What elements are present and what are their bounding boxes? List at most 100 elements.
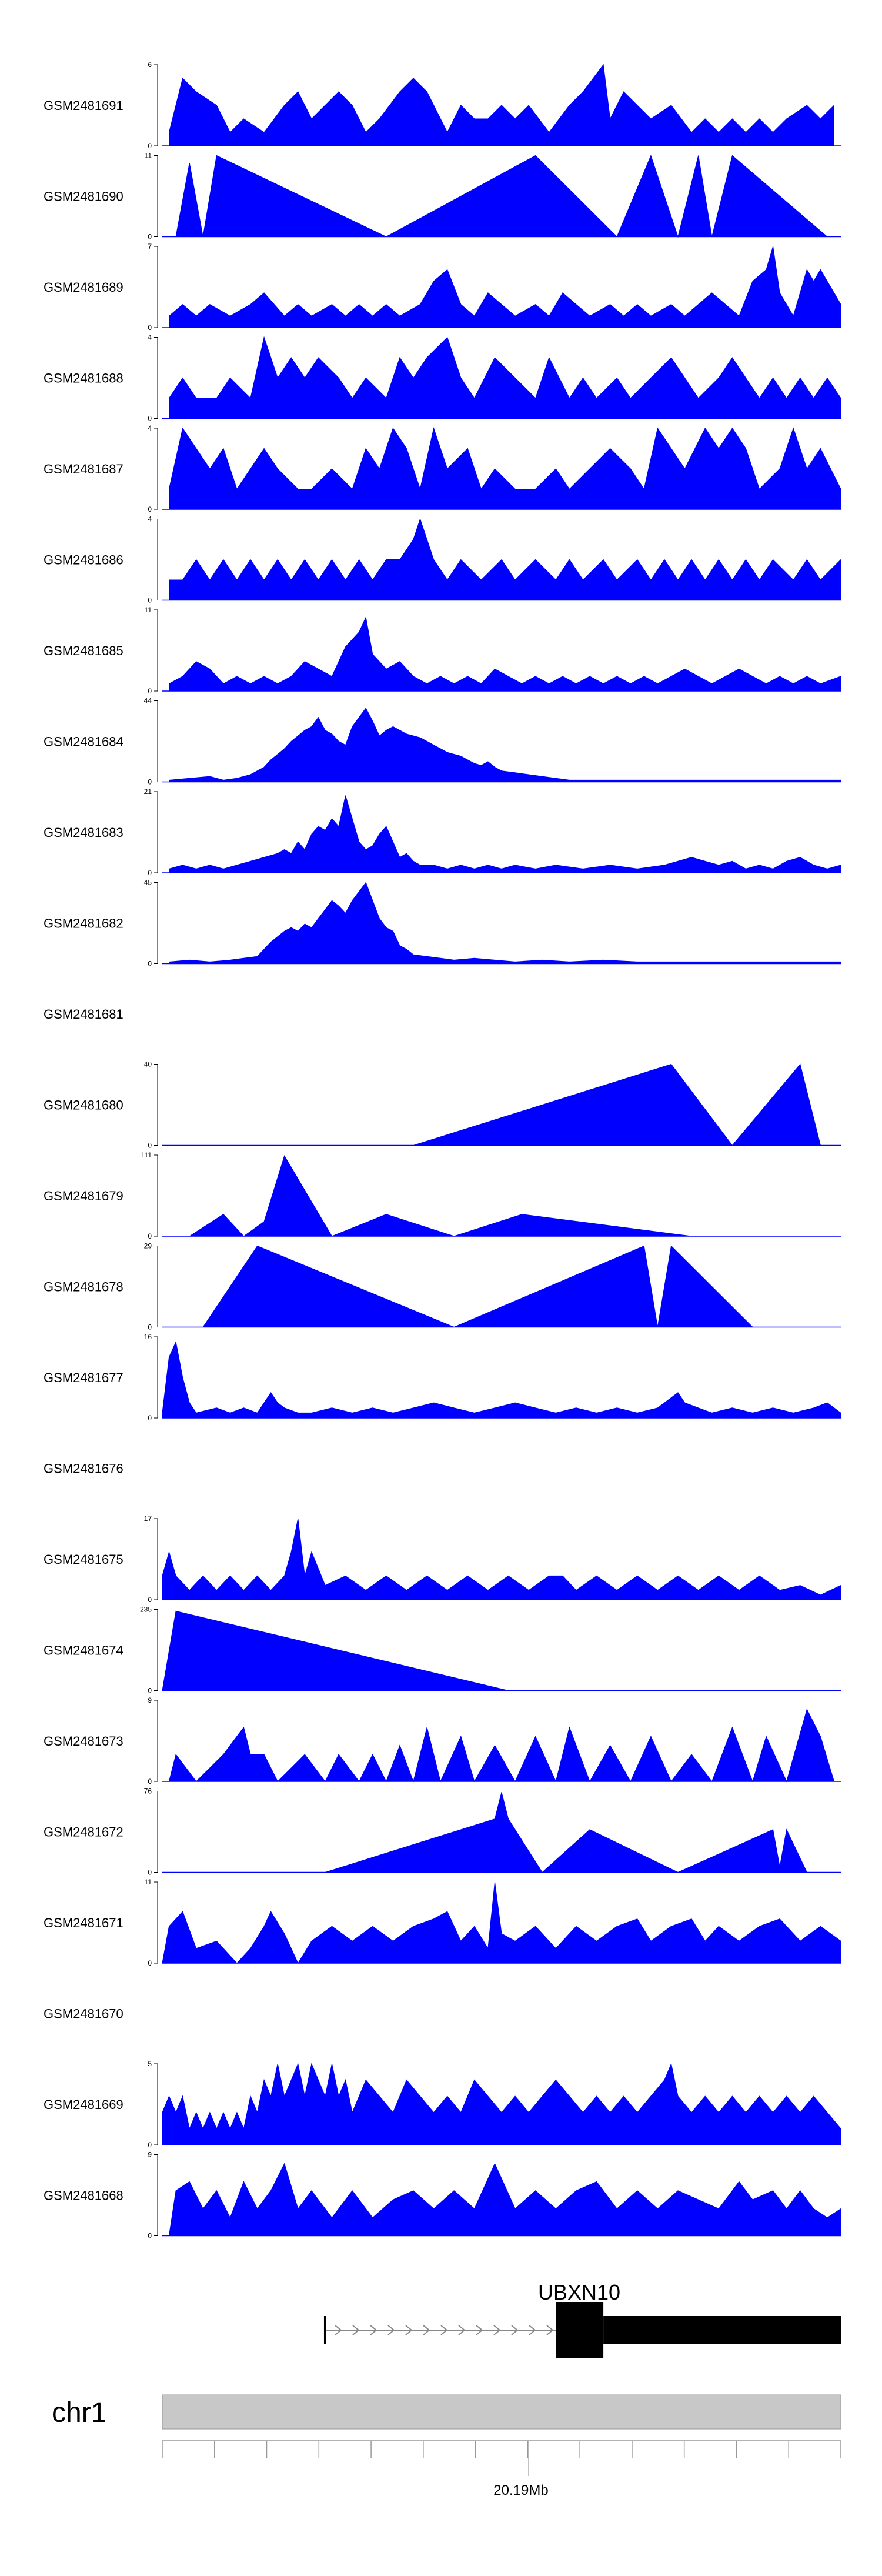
y-max-label: 11 [145, 1878, 152, 1886]
track-GSM2481677: GSM2481677 16 0 [44, 1333, 841, 1422]
y-min-label: 0 [148, 1414, 152, 1422]
coverage-tracks: GSM248169160GSM2481690110GSM248168970GSM… [44, 61, 841, 2240]
strand-arrow [387, 2325, 395, 2335]
y-max-label: 29 [144, 1242, 152, 1250]
coverage-area [162, 1518, 841, 1600]
track-label: GSM2481690 [44, 189, 123, 204]
track-GSM2481683: GSM2481683 21 0 [44, 788, 841, 877]
strand-arrow [335, 2325, 342, 2335]
track-label: GSM2481691 [44, 98, 123, 113]
y-min-label: 0 [148, 1777, 152, 1786]
y-min-label: 0 [148, 1142, 152, 1150]
track-GSM2481691: GSM2481691 6 0 [44, 61, 841, 150]
track-label: GSM2481689 [44, 280, 123, 295]
track-GSM2481674: GSM2481674 235 0 [44, 1606, 841, 1695]
y-min-label: 0 [148, 687, 152, 695]
y-max-label: 44 [144, 697, 152, 705]
track-label: GSM2481679 [44, 1189, 123, 1203]
coverage-area [413, 1063, 821, 1146]
track-GSM2481685: GSM2481685 11 0 [44, 606, 841, 695]
y-max-label: 4 [148, 333, 152, 342]
coverage-area [169, 336, 841, 419]
y-min-label: 0 [148, 778, 152, 786]
track-label: GSM2481675 [44, 1552, 123, 1567]
y-min-label: 0 [148, 2232, 152, 2240]
track-label: GSM2481684 [44, 735, 123, 749]
strand-arrow [476, 2325, 483, 2335]
y-max-label: 11 [145, 606, 152, 614]
gene-name-label: UBXN10 [538, 2280, 620, 2304]
track-label: GSM2481680 [44, 1098, 123, 1113]
track-label: GSM2481668 [44, 2188, 123, 2203]
y-max-label: 16 [144, 1333, 152, 1341]
coverage-area [169, 64, 834, 146]
y-min-label: 0 [148, 142, 152, 150]
track-label: GSM2481683 [44, 825, 123, 840]
y-min-label: 0 [148, 960, 152, 968]
chromosome-label: chr1 [52, 2397, 106, 2428]
coverage-area [162, 2063, 841, 2145]
y-min-label: 0 [148, 2141, 152, 2149]
strand-arrow [511, 2325, 519, 2335]
utr-block [603, 2316, 841, 2344]
y-max-label: 5 [148, 2060, 152, 2068]
track-GSM2481681: GSM2481681 [44, 1007, 123, 1022]
strand-arrow [493, 2325, 501, 2335]
strand-arrow [370, 2325, 377, 2335]
track-GSM2481680: GSM2481680 40 0 [44, 1060, 841, 1150]
coverage-area [168, 2163, 841, 2236]
y-min-label: 0 [148, 1959, 152, 1967]
track-label: GSM2481682 [44, 916, 123, 931]
gene-model-track: UBXN10 [323, 2280, 841, 2358]
coverage-area [169, 708, 841, 782]
track-GSM2481684: GSM2481684 44 0 [44, 697, 841, 786]
coverage-area [169, 795, 841, 873]
y-max-label: 7 [148, 242, 152, 251]
track-label: GSM2481685 [44, 643, 123, 658]
y-max-label: 9 [148, 2151, 152, 2159]
y-min-label: 0 [148, 505, 152, 513]
y-min-label: 0 [148, 1687, 152, 1695]
y-min-label: 0 [148, 233, 152, 241]
strand-arrow [423, 2325, 430, 2335]
track-GSM2481671: GSM2481671 11 0 [44, 1878, 841, 1967]
strand-arrow [405, 2325, 413, 2335]
strand-arrow [458, 2325, 466, 2335]
y-max-label: 21 [144, 788, 152, 796]
track-GSM2481686: GSM2481686 4 0 [44, 515, 841, 605]
track-GSM2481673: GSM2481673 9 0 [44, 1696, 841, 1786]
track-GSM2481690: GSM2481690 11 0 [44, 152, 841, 241]
y-min-label: 0 [148, 1868, 152, 1877]
coverage-area [162, 1610, 509, 1691]
track-label: GSM2481681 [44, 1007, 123, 1022]
y-max-label: 111 [141, 1151, 152, 1159]
track-GSM2481670: GSM2481670 [44, 2007, 123, 2021]
track-GSM2481672: GSM2481672 76 0 [44, 1787, 841, 1877]
y-min-label: 0 [148, 1596, 152, 1604]
track-GSM2481676: GSM2481676 [44, 1461, 123, 1476]
y-min-label: 0 [148, 1323, 152, 1332]
coverage-area [202, 1245, 754, 1328]
track-label: GSM2481673 [44, 1734, 123, 1749]
track-GSM2481682: GSM2481682 45 0 [44, 879, 841, 968]
y-max-label: 9 [148, 1696, 152, 1704]
track-GSM2481669: GSM2481669 5 0 [44, 2060, 841, 2149]
y-max-label: 76 [144, 1787, 152, 1796]
coverage-area [325, 1792, 808, 1873]
coverage-area [169, 616, 841, 692]
coverage-area [188, 1154, 692, 1237]
y-min-label: 0 [148, 869, 152, 877]
track-GSM2481689: GSM2481689 7 0 [44, 242, 841, 332]
y-max-label: 4 [148, 424, 152, 432]
y-max-label: 4 [148, 515, 152, 523]
strand-arrow [529, 2325, 536, 2335]
track-GSM2481668: GSM2481668 9 0 [44, 2151, 841, 2240]
track-label: GSM2481676 [44, 1461, 123, 1476]
y-min-label: 0 [148, 596, 152, 605]
chromosome-ideogram-track: chr1 20.19Mb [52, 2394, 841, 2498]
y-min-label: 0 [148, 415, 152, 423]
y-min-label: 0 [148, 1232, 152, 1240]
strand-arrow [440, 2325, 448, 2335]
coverage-area [168, 1708, 835, 1783]
